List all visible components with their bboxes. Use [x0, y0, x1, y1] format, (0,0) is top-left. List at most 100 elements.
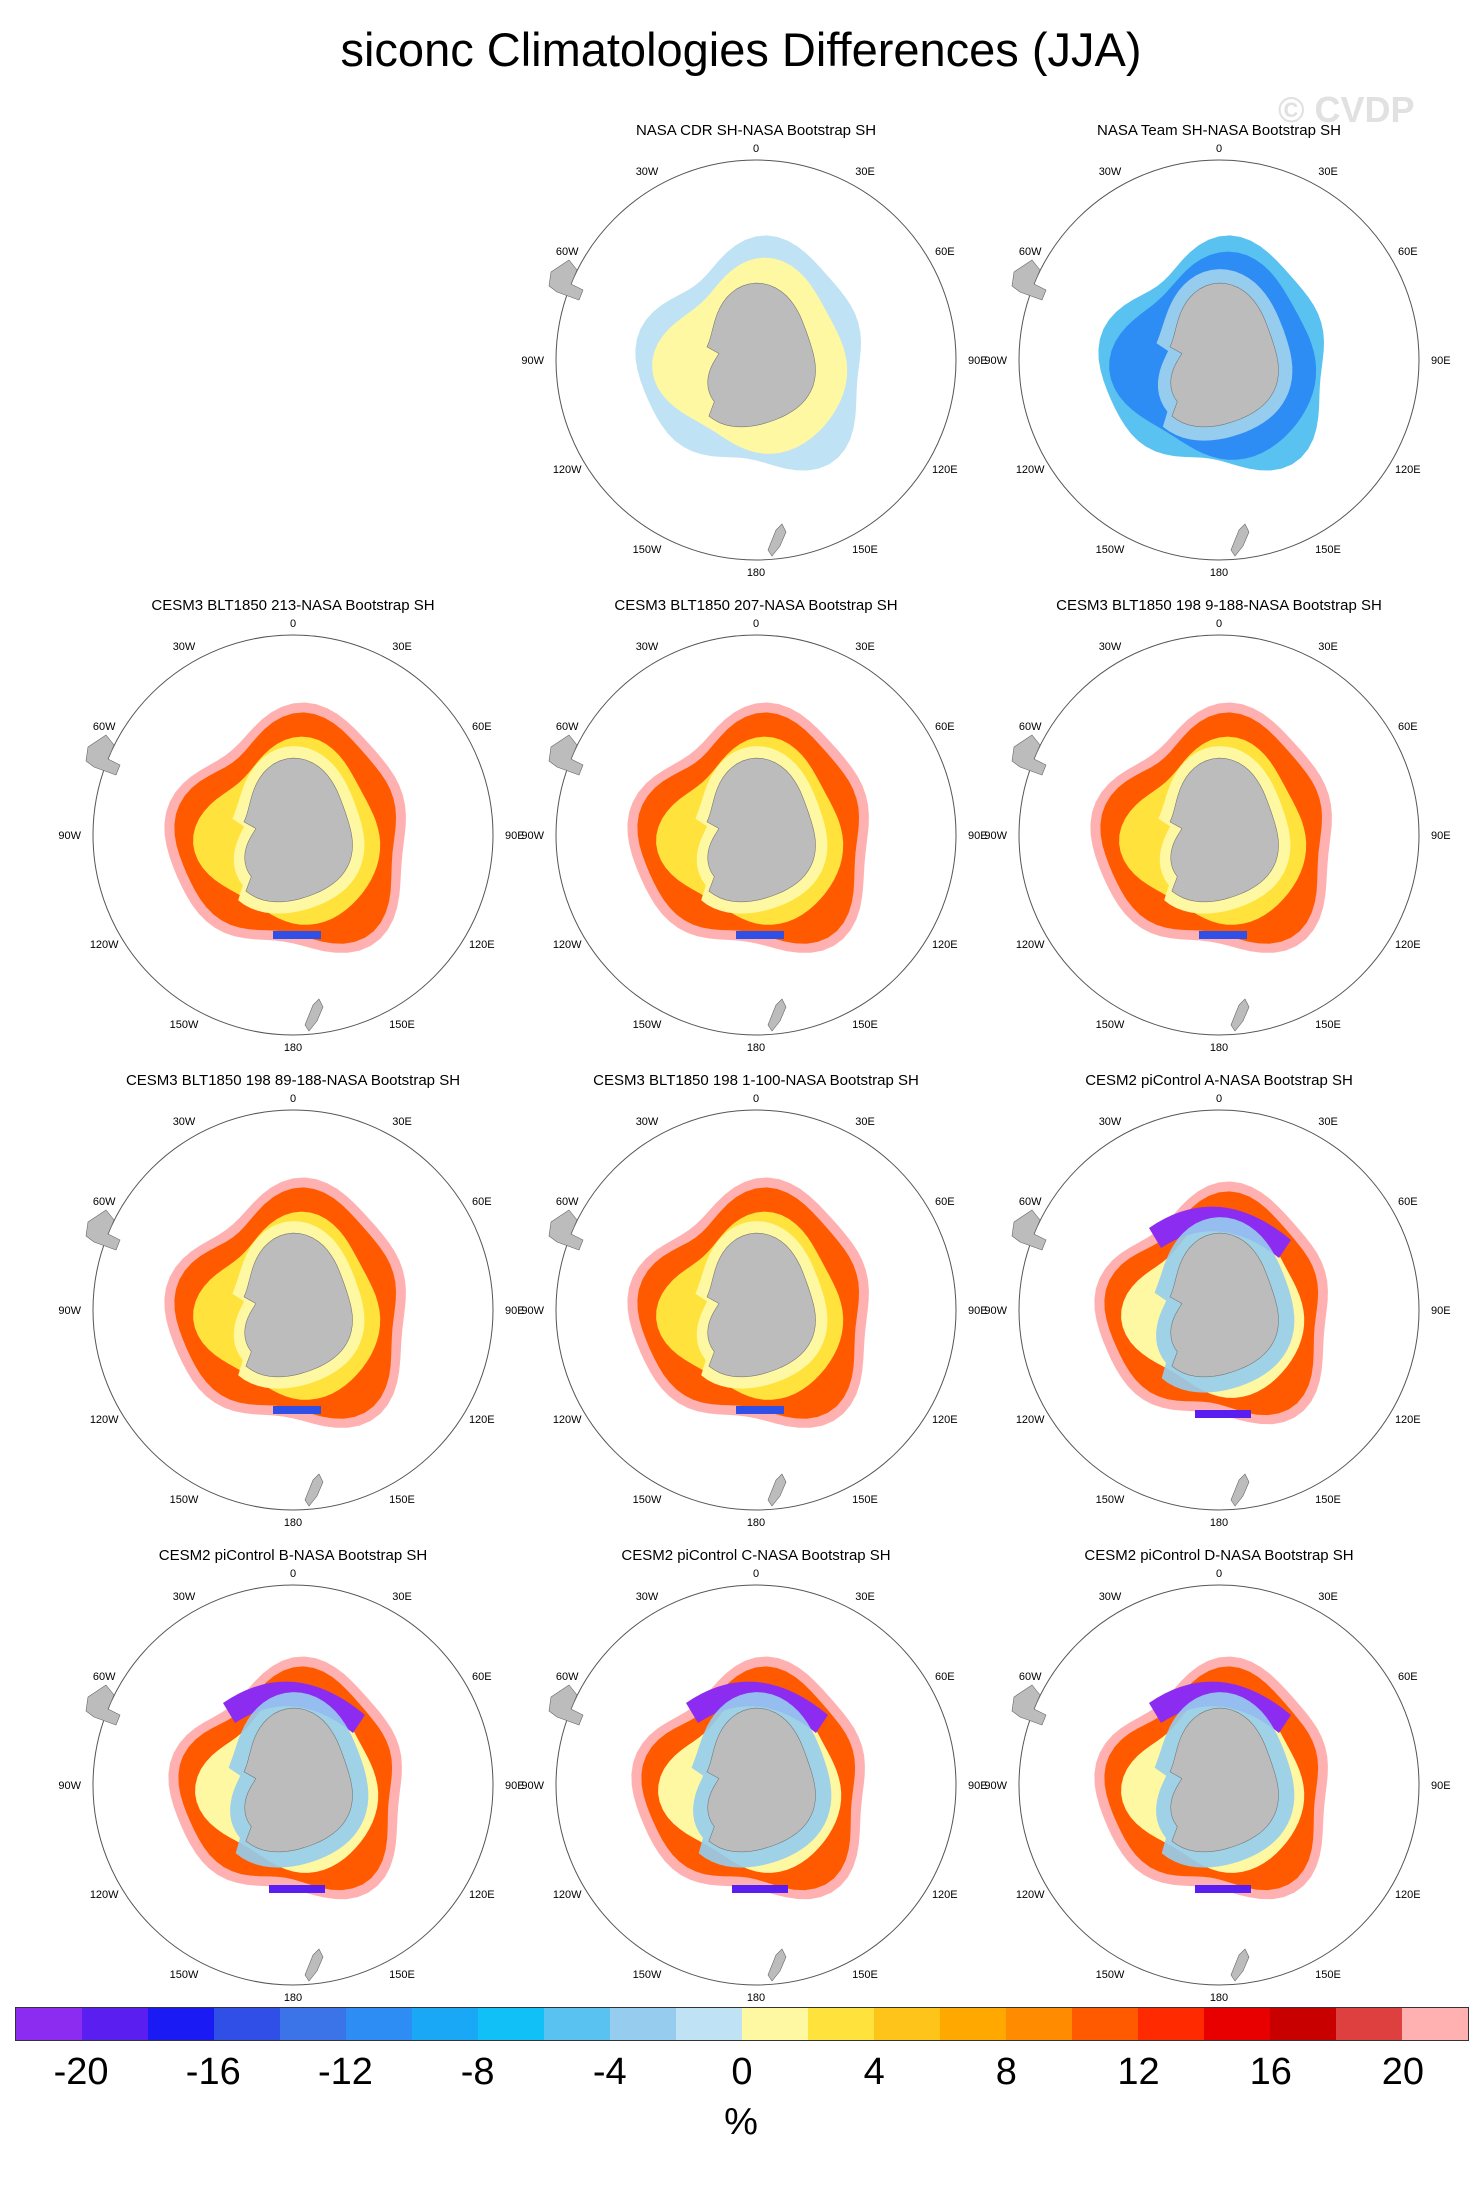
colorbar-tick-label: -20: [53, 2051, 109, 2093]
longitude-label: 60E: [1398, 1196, 1418, 1208]
longitude-label: 90E: [1431, 1780, 1451, 1792]
longitude-label: 90W: [58, 1780, 81, 1792]
landmass: [304, 1948, 324, 1982]
ice-difference-field: [1149, 1206, 1291, 1258]
colorbar-tick-label: -8: [460, 2051, 495, 2093]
longitude-label: 150E: [389, 1019, 415, 1031]
longitude-label: 120E: [1395, 1414, 1421, 1426]
longitude-label: 90E: [1431, 1305, 1451, 1317]
longitude-label: 0: [1216, 618, 1222, 630]
longitude-label: 90W: [984, 830, 1007, 842]
antarctica-landmass: [1169, 1707, 1279, 1853]
landmass: [1230, 1473, 1250, 1507]
longitude-label: 180: [747, 1517, 765, 1529]
landmass: [1011, 259, 1047, 301]
landmass: [767, 998, 787, 1032]
longitude-label: 60E: [935, 1671, 955, 1683]
colorbar-tick-label: 4: [863, 2051, 885, 2093]
longitude-label: 180: [747, 1042, 765, 1054]
longitude-label: 150E: [1315, 1969, 1341, 1981]
longitude-label: 60W: [556, 1196, 579, 1208]
colorbar-swatch: [1270, 2008, 1336, 2040]
longitude-label: 60E: [472, 1671, 492, 1683]
longitude-label: 30E: [1318, 1116, 1338, 1128]
ice-difference-field: [223, 1681, 365, 1733]
longitude-label: 180: [747, 567, 765, 579]
longitude-label: 120W: [553, 939, 582, 951]
longitude-label: 120E: [469, 1414, 495, 1426]
longitude-label: 30W: [1099, 641, 1122, 653]
colorbar-swatch: [1006, 2008, 1072, 2040]
longitude-label: 0: [1216, 1093, 1222, 1105]
longitude-label: 30E: [392, 1591, 412, 1603]
longitude-label: 120E: [1395, 939, 1421, 951]
longitude-label: 60W: [1019, 1671, 1042, 1683]
longitude-label: 180: [1210, 1992, 1228, 2004]
longitude-label: 0: [753, 618, 759, 630]
landmass: [1011, 1209, 1047, 1251]
longitude-label: 30E: [1318, 1591, 1338, 1603]
longitude-label: 90W: [521, 355, 544, 367]
longitude-label: 0: [290, 1568, 296, 1580]
longitude-label: 90W: [58, 830, 81, 842]
longitude-label: 0: [753, 1568, 759, 1580]
longitude-label: 120W: [1016, 1889, 1045, 1901]
antarctica-landmass: [1169, 1232, 1279, 1378]
longitude-label: 60W: [556, 1671, 579, 1683]
landmass: [767, 1473, 787, 1507]
longitude-label: 60E: [1398, 246, 1418, 258]
colorbar-swatch: [874, 2008, 940, 2040]
longitude-label: 180: [1210, 567, 1228, 579]
antarctica-landmass: [706, 757, 816, 903]
longitude-label: 30E: [1318, 641, 1338, 653]
longitude-label: 150E: [1315, 1494, 1341, 1506]
longitude-label: 30E: [392, 641, 412, 653]
map-panel: CESM3 BLT1850 198 1-100-NASA Bootstrap S…: [521, 1072, 988, 1542]
landmass: [1011, 1684, 1047, 1726]
landmass: [85, 734, 121, 776]
ice-difference-field: [1149, 1681, 1291, 1733]
polar-map: 0 30E 60E 90E 120E 150E 180 150W 120W 90W 60W 30W: [521, 618, 987, 1054]
colorbar-swatch: [346, 2008, 412, 2040]
longitude-label: 90W: [58, 1305, 81, 1317]
ice-difference-field: [686, 1681, 828, 1733]
ice-difference-field: [269, 1885, 325, 1893]
polar-map: 0 30E 60E 90E 120E 150E 180 150W 120W 90W 60W 30W: [984, 1568, 1451, 2004]
longitude-label: 60E: [1398, 1671, 1418, 1683]
longitude-label: 120E: [932, 939, 958, 951]
colorbar-swatch: [1138, 2008, 1204, 2040]
longitude-label: 90E: [968, 1305, 988, 1317]
colorbar-swatch: [742, 2008, 808, 2040]
landmass: [1230, 523, 1250, 557]
longitude-label: 150E: [852, 1494, 878, 1506]
panel-title: CESM3 BLT1850 198 1-100-NASA Bootstrap S…: [593, 1072, 919, 1089]
longitude-label: 60E: [472, 1196, 492, 1208]
longitude-label: 0: [1216, 143, 1222, 155]
ice-difference-field: [736, 931, 784, 939]
colorbar-swatch: [1204, 2008, 1270, 2040]
landmass: [1011, 734, 1047, 776]
longitude-label: 180: [284, 1517, 302, 1529]
colorbar-tick-label: 20: [1381, 2051, 1425, 2093]
longitude-label: 0: [290, 618, 296, 630]
longitude-label: 180: [747, 1992, 765, 2004]
longitude-label: 30W: [173, 1116, 196, 1128]
longitude-label: 30W: [1099, 1591, 1122, 1603]
map-panel: CESM3 BLT1850 213-NASA Bootstrap SH 0 30E 6…: [58, 597, 524, 1067]
colorbar-swatch: [148, 2008, 214, 2040]
longitude-label: 120E: [469, 1889, 495, 1901]
landmass: [85, 1209, 121, 1251]
colorbar-swatch: [808, 2008, 874, 2040]
longitude-label: 60W: [93, 1671, 116, 1683]
longitude-label: 150W: [1096, 544, 1125, 556]
polar-map: 0 30E 60E 90E 120E 150E 180 150W 120W 90W 60W 30W: [521, 1093, 988, 1529]
longitude-label: 30W: [636, 641, 659, 653]
longitude-label: 150W: [633, 1019, 662, 1031]
colorbar-swatch: [676, 2008, 742, 2040]
longitude-label: 30W: [636, 1116, 659, 1128]
landmass: [767, 1948, 787, 1982]
longitude-label: 120E: [932, 1889, 958, 1901]
map-panel: NASA CDR SH-NASA Bootstrap SH 0 30E 60E 90E 1…: [521, 122, 987, 592]
polar-map: 0 30E 60E 90E 120E 150E 180 150W 120W 90W 60W 30W: [58, 1093, 524, 1529]
longitude-label: 60W: [1019, 721, 1042, 733]
